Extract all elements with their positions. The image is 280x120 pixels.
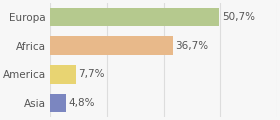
Text: 50,7%: 50,7%	[222, 12, 255, 22]
Text: 4,8%: 4,8%	[69, 98, 95, 108]
Bar	[50, 94, 66, 112]
Bar	[50, 65, 76, 84]
Bar	[50, 36, 173, 55]
Text: 36,7%: 36,7%	[175, 41, 209, 51]
Text: 7,7%: 7,7%	[78, 69, 105, 79]
Bar	[50, 8, 220, 26]
